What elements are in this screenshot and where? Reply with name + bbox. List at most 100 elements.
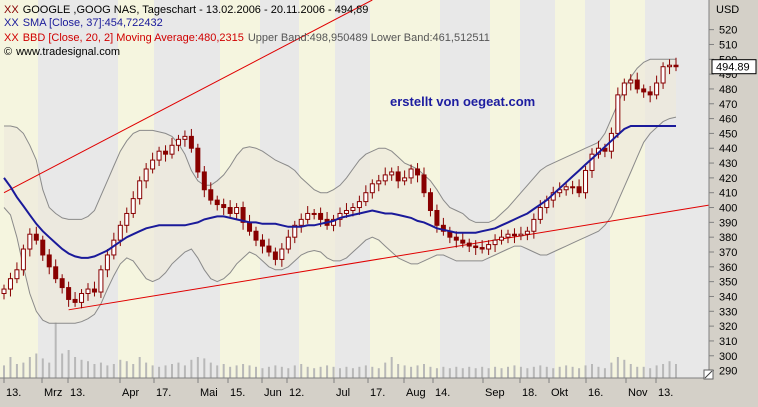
- price-tag: 494.89: [711, 59, 757, 75]
- x-tick-label: Nov: [628, 387, 648, 399]
- candle-body: [492, 239, 498, 246]
- volume-bar: [183, 365, 186, 378]
- y-tick-label: 420: [719, 173, 737, 185]
- y-tick-label: 510: [719, 39, 737, 51]
- volume-bar: [474, 368, 477, 378]
- candle: [53, 259, 59, 284]
- candle-body: [486, 244, 492, 250]
- volume-bar: [584, 365, 587, 378]
- volume-bar: [22, 362, 25, 378]
- candle-body: [59, 278, 65, 289]
- candle-body: [479, 247, 485, 250]
- candle-body: [247, 221, 253, 232]
- volume-bar: [242, 364, 245, 378]
- candle-body: [91, 288, 97, 293]
- candle-body: [634, 79, 640, 90]
- volume-bar: [209, 362, 212, 378]
- volume-bar: [642, 366, 645, 378]
- upper-band-line: [4, 58, 676, 223]
- candle-body: [583, 169, 589, 194]
- candle: [647, 85, 653, 103]
- candle: [40, 235, 46, 261]
- candle: [91, 281, 97, 297]
- candle-body: [402, 177, 408, 182]
- y-tick-label: 350: [719, 277, 737, 289]
- volume-bar: [500, 368, 503, 378]
- currency-label: USD: [716, 4, 739, 16]
- candle: [531, 213, 537, 239]
- volume-bar: [616, 357, 619, 378]
- candle: [634, 72, 640, 94]
- volume-bar: [455, 366, 458, 378]
- candle-body: [272, 251, 278, 260]
- candle-body: [408, 168, 414, 179]
- candle: [505, 229, 511, 244]
- volume-bar: [248, 365, 251, 378]
- candle: [421, 167, 427, 198]
- candle-body: [499, 236, 505, 241]
- candle: [499, 229, 505, 245]
- candle-body: [227, 207, 233, 214]
- candle-body: [1, 288, 7, 295]
- candle: [227, 200, 233, 218]
- volume-bar: [526, 368, 529, 378]
- candle-body: [195, 147, 201, 173]
- price-tag-box: [711, 59, 757, 75]
- y-tick-label: 390: [719, 217, 737, 229]
- volume-bar: [487, 368, 490, 378]
- candle-body: [201, 171, 207, 191]
- candle-body: [350, 207, 356, 211]
- candle: [253, 226, 259, 247]
- candle: [408, 164, 414, 184]
- volume-bar: [623, 359, 626, 378]
- x-tick-label: Jul: [336, 387, 350, 399]
- candle-body: [434, 209, 440, 226]
- resize-grip[interactable]: [703, 369, 714, 380]
- candle-body: [124, 212, 130, 226]
- candle: [615, 87, 621, 138]
- candle-body: [427, 192, 433, 211]
- candle-body: [537, 207, 543, 220]
- volume-bar: [358, 366, 361, 378]
- volume-bar: [545, 366, 548, 378]
- volume-bar: [448, 368, 451, 378]
- candle: [369, 179, 375, 199]
- volume-bar: [636, 366, 639, 378]
- candle-body: [654, 82, 660, 96]
- candle: [221, 198, 227, 215]
- volume-bar: [481, 366, 484, 378]
- y-tick-label: 430: [719, 158, 737, 170]
- x-tick-label: 13.: [6, 387, 21, 399]
- candle-body: [7, 278, 13, 290]
- candle-body: [421, 174, 427, 194]
- candle: [98, 265, 104, 298]
- legend-marker-bbd: XX: [4, 32, 19, 44]
- y-tick-label: 310: [719, 336, 737, 348]
- candle: [376, 174, 382, 192]
- volume-bar: [106, 365, 109, 378]
- sma-line: [3, 125, 676, 259]
- candle: [382, 167, 388, 186]
- candle: [137, 176, 143, 205]
- candle: [188, 128, 194, 153]
- copyright-icon: ©: [4, 46, 12, 58]
- volume-bar: [274, 365, 277, 378]
- candle: [272, 247, 278, 266]
- candle: [46, 249, 52, 275]
- candle-body: [175, 138, 181, 146]
- volume-bar: [112, 364, 115, 378]
- candle: [524, 226, 530, 241]
- candle-body: [53, 266, 59, 280]
- volume-bar: [48, 362, 51, 378]
- x-tick-label: Mai: [200, 387, 218, 399]
- volume-bar: [74, 357, 77, 378]
- candle: [473, 240, 479, 255]
- volume-bar: [442, 366, 445, 378]
- candle: [356, 195, 362, 215]
- candle-body: [182, 135, 188, 140]
- candle: [201, 166, 207, 198]
- legend-bbd-text: BBD [Close, 20, 2] Moving Average:480,23…: [23, 32, 244, 44]
- volume-bar: [435, 368, 438, 378]
- volume-bar: [662, 364, 665, 378]
- y-tick-label: 380: [719, 232, 737, 244]
